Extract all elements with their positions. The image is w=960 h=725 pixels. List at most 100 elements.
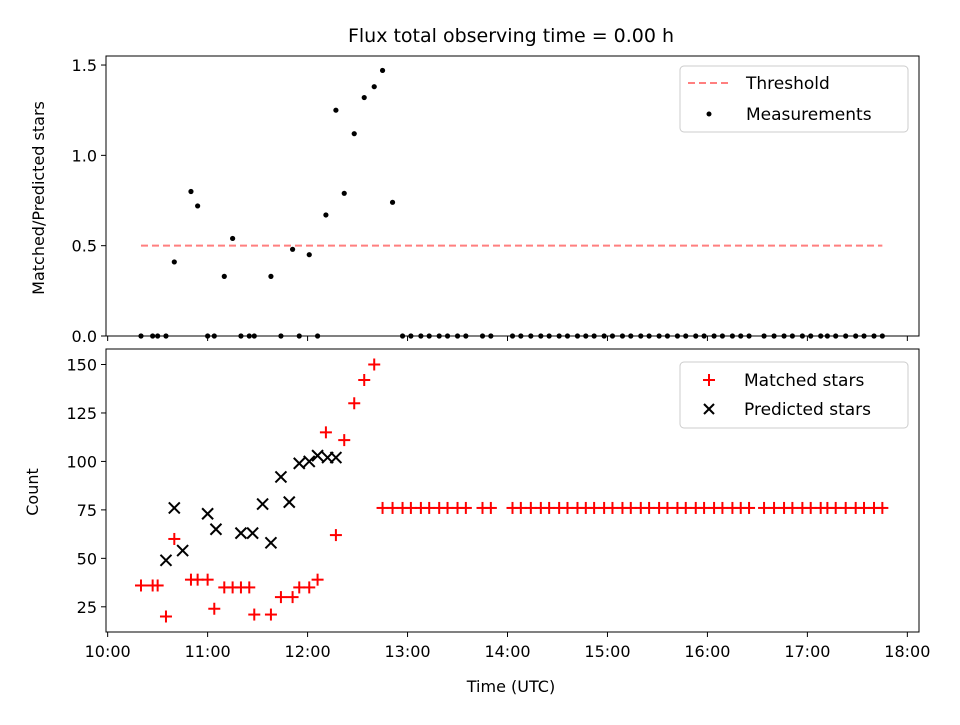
top-legend: Threshold Measurements [679,65,909,133]
data-point [201,573,214,586]
data-point [843,333,849,339]
data-point [155,333,161,339]
data-point [368,358,381,371]
chart-title: Flux total observing time = 0.00 h [348,25,674,47]
data-point [426,333,432,339]
x-tick-label: 14:00 [484,642,530,661]
data-point [176,544,189,557]
x-tick-label: 11:00 [185,642,231,661]
top-y-axis-label: Matched/Predicted stars [29,101,48,295]
data-point [399,333,406,339]
legend-predicted-label: Predicted stars [744,400,871,420]
data-point [150,333,156,339]
data-point [293,457,306,470]
data-point [268,273,274,279]
data-point [168,501,181,515]
y-tick-label: 125 [66,404,97,423]
data-point [195,203,201,209]
legend-measurements-label: Measurements [746,105,872,125]
data-point [463,333,469,339]
y-tick-label: 100 [66,452,97,471]
data-point [484,501,497,514]
data-point [168,532,181,545]
data-point [205,333,211,339]
data-point [329,451,343,464]
x-tick-label: 16:00 [684,642,730,661]
data-point [674,333,681,339]
data-point [738,333,744,339]
data-point [638,333,644,339]
series-predicted-stars [159,449,343,567]
data-point [509,333,516,339]
data-point [871,333,877,339]
legend-matched-label: Matched stars [744,371,864,391]
y-tick-label: 0.0 [72,327,97,346]
data-point [264,536,278,550]
bottom-legend-box [679,361,909,429]
data-point [248,608,261,621]
data-point [646,333,652,339]
data-point [799,333,805,339]
data-point [230,235,236,242]
data-point [583,333,589,339]
data-point [201,507,214,520]
y-tick-label: 1.0 [72,146,97,165]
data-point [861,333,867,339]
data-point [781,333,787,339]
data-point [808,333,814,339]
data-point [314,333,321,339]
data-point [693,333,699,339]
x-tick-label: 15:00 [584,642,630,661]
data-point [251,333,257,339]
data-point [311,573,324,586]
data-point [274,591,287,604]
data-point [546,333,552,339]
data-point [323,212,329,218]
data-point [171,259,177,265]
y-tick-label: 75 [77,501,97,520]
data-point [879,333,885,339]
data-point [853,333,859,339]
data-point [159,610,172,623]
data-point [246,526,259,540]
data-point [418,333,424,339]
data-point [619,333,626,339]
x-axis-label: Time (UTC) [466,677,555,696]
data-point [151,579,164,592]
data-point [238,333,244,339]
data-point [656,333,662,339]
data-point [341,190,347,196]
data-point [163,333,169,339]
data-point [379,67,386,74]
data-point [389,199,396,205]
data-point [574,333,581,339]
data-point [234,526,248,540]
data-point [289,246,296,252]
x-tick-label: 10:00 [85,642,131,661]
data-point [211,333,217,339]
data-point [746,333,752,339]
data-point [274,470,288,484]
data-point [628,333,634,339]
data-point [518,333,524,339]
y-tick-label: 0.5 [72,237,97,256]
data-point [719,333,726,339]
data-point [286,591,299,604]
x-tick-label: 13:00 [384,642,430,661]
data-point [876,501,889,514]
data-point [729,333,736,339]
series-measurements [138,67,885,339]
data-point [609,333,616,339]
x-tick-label: 18:00 [884,642,930,661]
data-point [264,608,277,621]
data-point [311,449,324,462]
data-point [743,501,756,514]
data-point [256,497,269,511]
top-legend-box [679,65,909,133]
legend-threshold-label: Threshold [745,74,830,94]
data-point [683,333,689,339]
data-point [246,333,252,339]
data-point [188,188,194,195]
data-point [789,333,795,339]
